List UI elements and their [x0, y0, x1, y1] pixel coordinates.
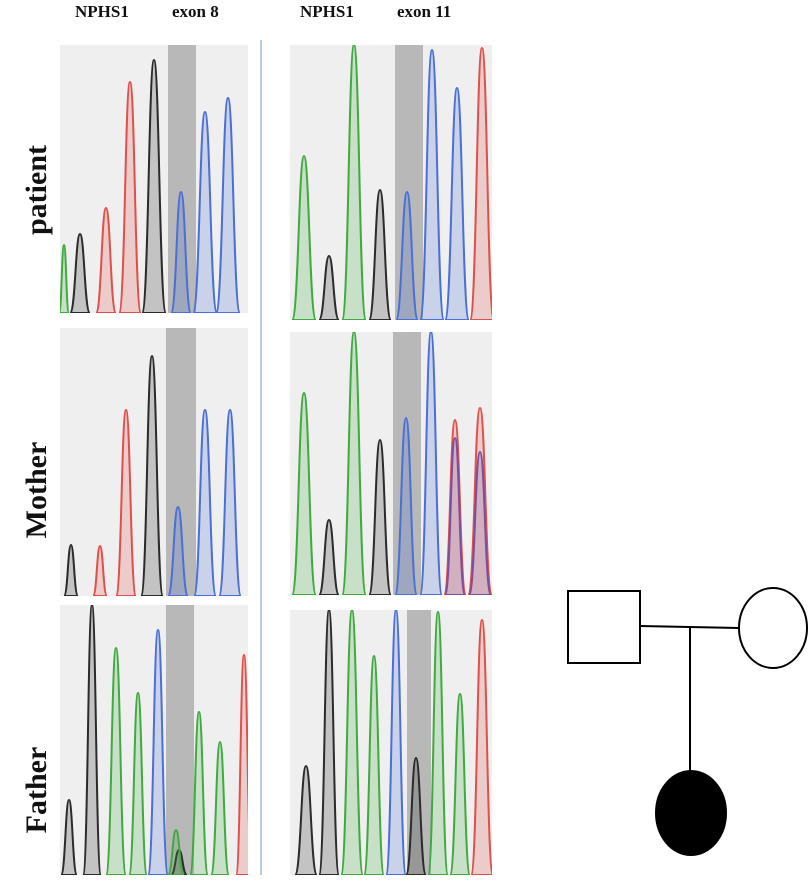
trace-peak-black: [318, 610, 340, 875]
pedigree-diagram: [567, 587, 808, 856]
trace-peak-blue: [215, 96, 241, 313]
trace-peak-red: [235, 653, 248, 875]
trace-peak-blue: [192, 110, 218, 313]
trace-peak-black: [63, 543, 79, 596]
trace-peak-blue: [395, 190, 419, 320]
pedigree-affected-child: [655, 770, 727, 856]
trace-peak-blue: [419, 332, 443, 595]
trace-peak-purple: [444, 436, 466, 595]
pedigree-mother-circle: [738, 587, 808, 669]
chromatogram-father-exon8: [60, 605, 248, 875]
panel-background: [60, 45, 248, 313]
trace-peak-black: [368, 188, 392, 320]
trace-peak-green: [105, 646, 127, 875]
trace-peak-red: [469, 46, 492, 320]
mutation-highlight-band: [395, 45, 423, 320]
trace-peak-blue: [419, 48, 445, 320]
col2-exon-label: exon 11: [397, 2, 451, 21]
trace-peak-green: [128, 691, 148, 875]
trace-peak-blue: [170, 190, 192, 313]
trace-peak-red: [470, 618, 492, 875]
trace-peak-green: [291, 154, 317, 320]
trace-peak-green: [210, 740, 230, 875]
chromatogram-father-exon11: [290, 610, 492, 875]
trace-peak-green: [341, 332, 367, 595]
trace-peak-green: [341, 45, 367, 320]
row-label-mother: Mother: [20, 442, 53, 539]
pedigree-father-square: [567, 590, 641, 664]
trace-peak-black: [318, 518, 340, 595]
trace-peak-green: [60, 243, 70, 313]
trace-peak-red: [115, 408, 137, 596]
chromatogram-mother-exon11: [290, 332, 492, 595]
trace-peak-black: [368, 438, 392, 595]
trace-peak-green: [189, 710, 209, 875]
trace-peak-blue: [218, 408, 242, 596]
trace-peak-red: [95, 206, 117, 313]
trace-peak-green: [340, 610, 364, 875]
col1-exon-label: exon 8: [172, 2, 219, 21]
trace-peak-black: [69, 232, 91, 313]
trace-peak-blue: [385, 610, 407, 875]
col1-gene-label: NPHS1: [75, 2, 129, 21]
trace-peak-black: [140, 354, 164, 596]
trace-peak-black: [405, 756, 427, 875]
trace-peak-green: [167, 828, 185, 875]
trace-peak-blue: [193, 408, 217, 596]
trace-peak-blue: [147, 628, 169, 875]
trace-peak-black: [60, 798, 78, 875]
trace-peak-green: [291, 391, 317, 595]
chromatogram-patient-exon11: [290, 45, 492, 320]
mutation-highlight-band: [166, 328, 196, 596]
trace-peak-blue: [394, 416, 418, 595]
trace-peak-red: [92, 544, 108, 596]
trace-peak-blue: [444, 86, 470, 320]
trace-peak-black: [294, 764, 318, 875]
trace-peak-green: [449, 692, 471, 875]
trace-peak-black: [318, 254, 340, 320]
trace-peak-purple: [468, 450, 492, 595]
trace-peak-green: [427, 610, 449, 875]
trace-peak-red: [118, 80, 142, 313]
chromatogram-mother-exon8: [60, 328, 248, 596]
mutation-highlight-band: [168, 45, 196, 313]
row-label-patient: patient: [20, 145, 53, 235]
col2-gene-label: NPHS1: [300, 2, 354, 21]
trace-peak-black: [141, 58, 167, 313]
trace-peak-black: [82, 605, 102, 875]
chromatogram-patient-exon8: [60, 45, 248, 313]
trace-peak-green: [363, 654, 385, 875]
mutation-highlight-band: [393, 332, 421, 595]
trace-peak-blue: [167, 505, 189, 596]
mutation-highlight-band: [166, 605, 194, 875]
row-label-father: Father: [20, 747, 53, 834]
